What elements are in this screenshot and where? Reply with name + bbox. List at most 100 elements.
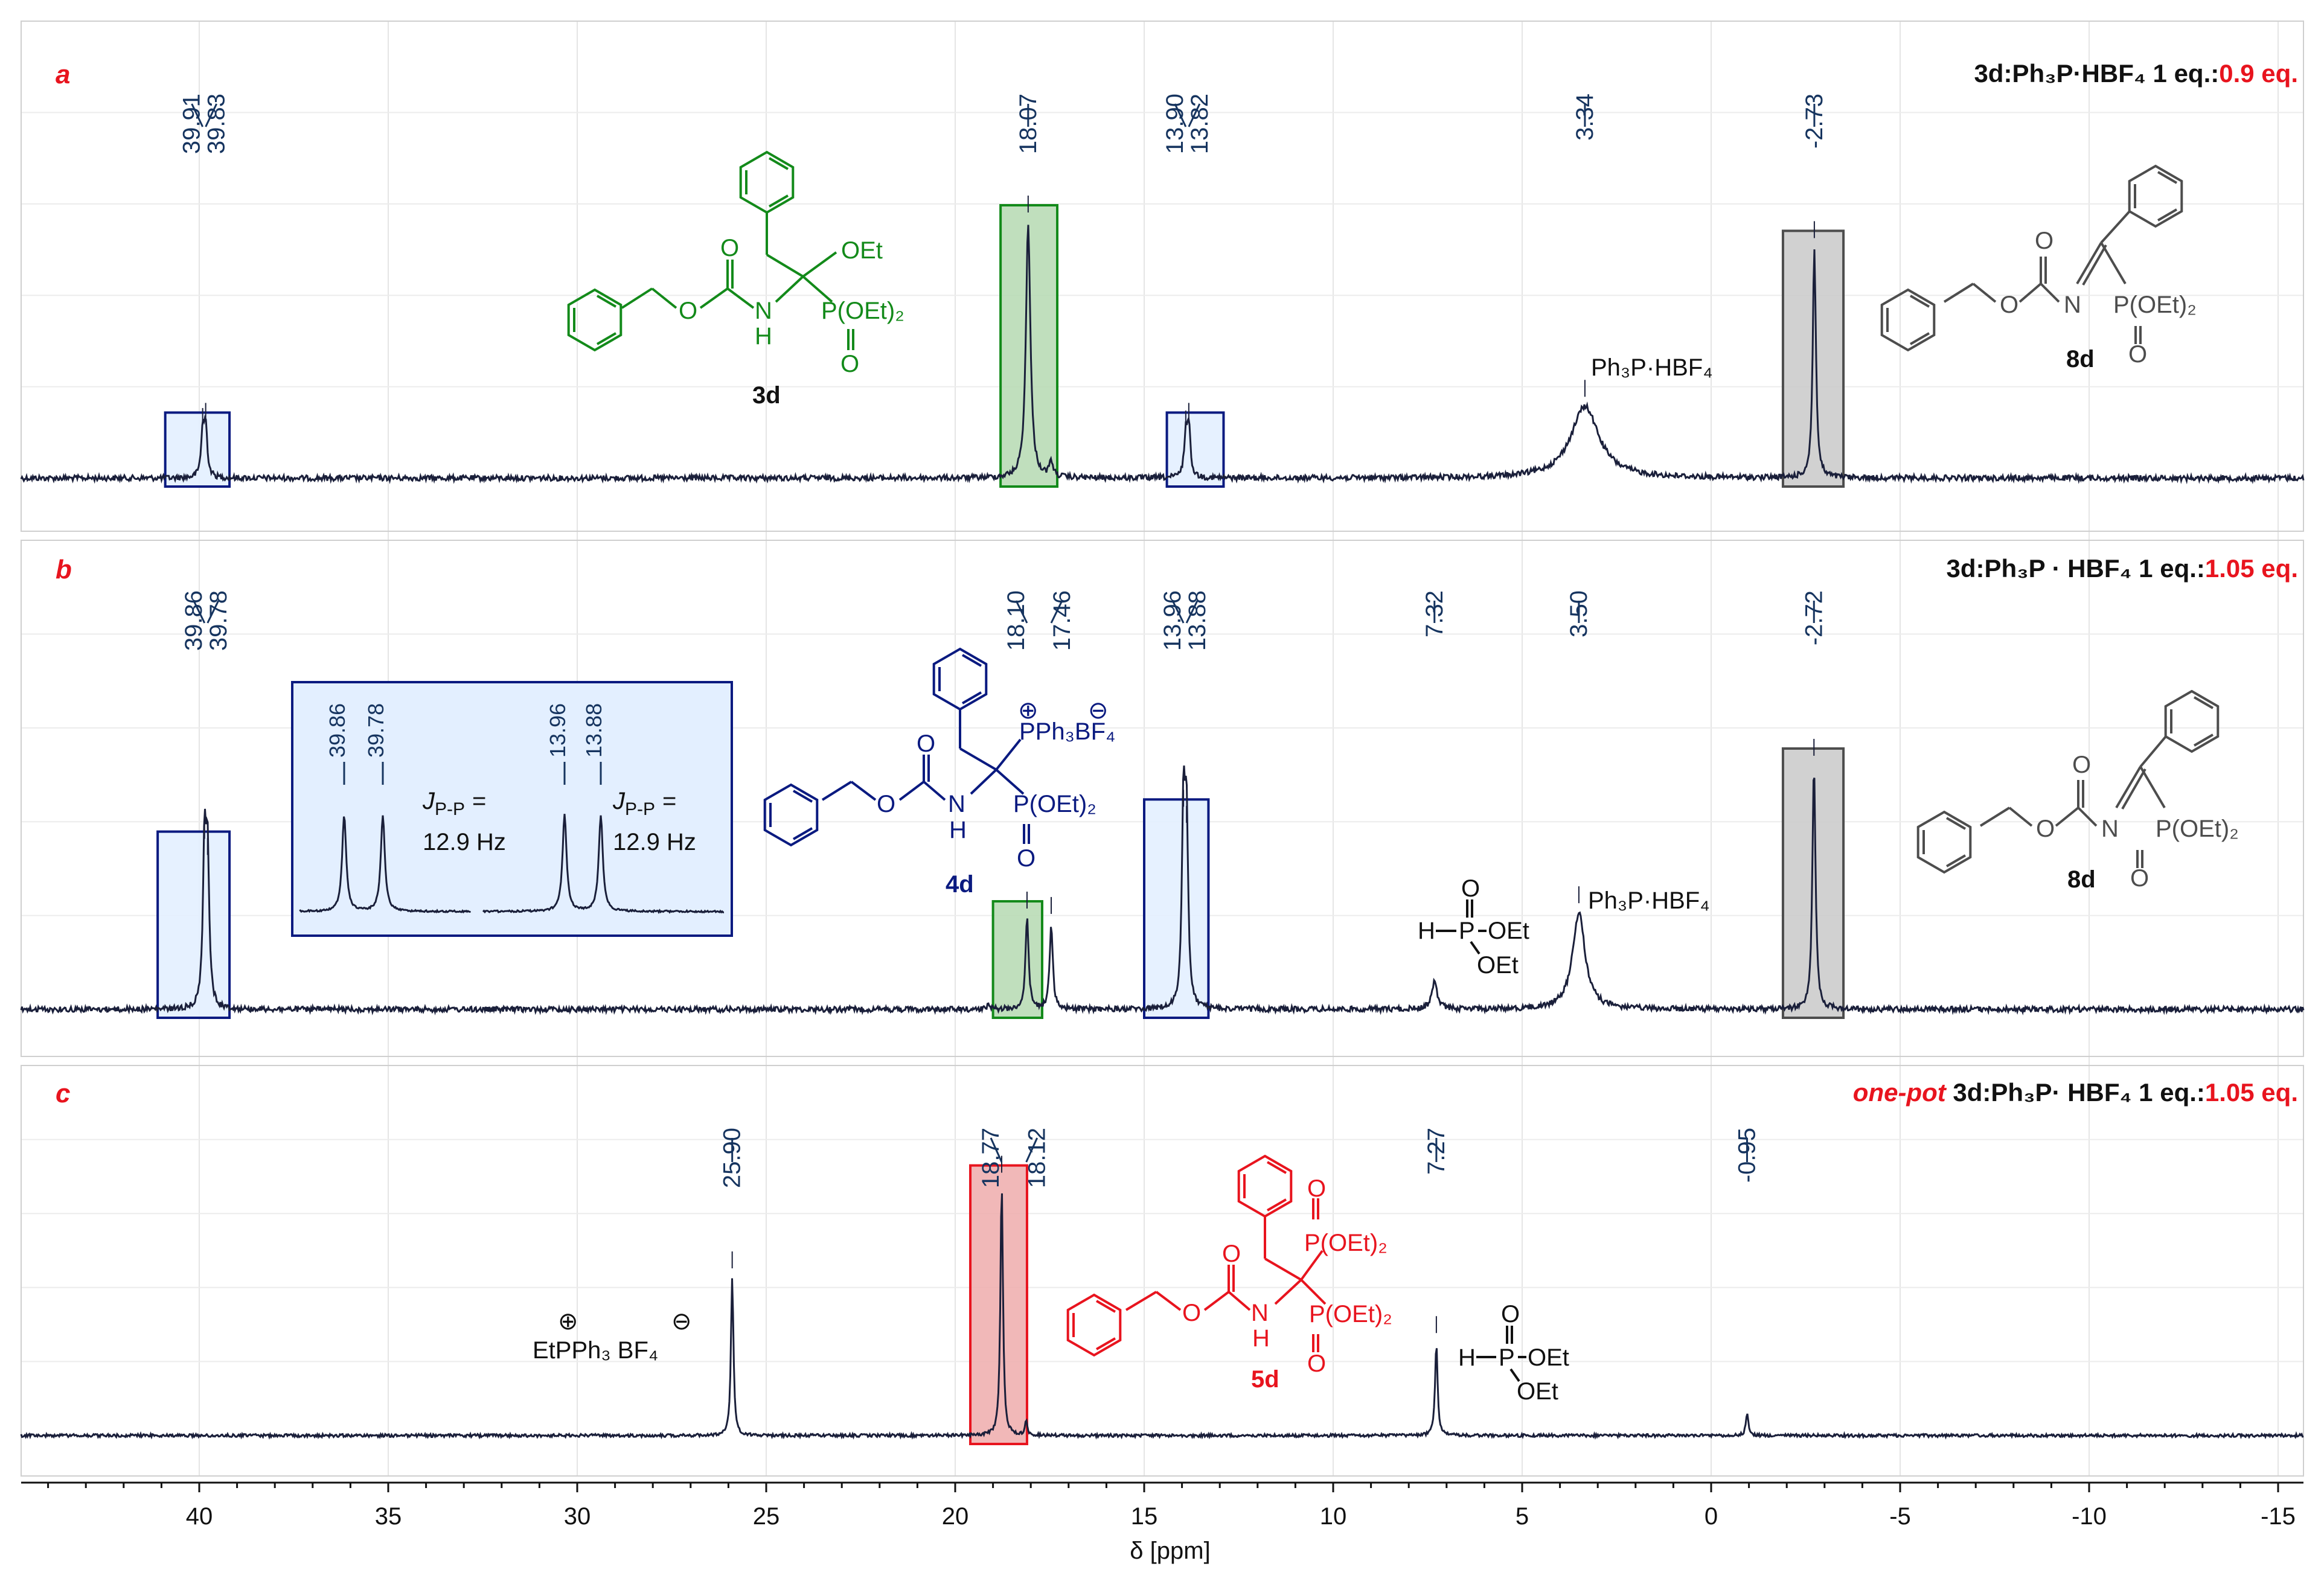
coupling-2-symbol: J (612, 788, 626, 814)
highlight-box-b-1 (991, 900, 1043, 1020)
4d-phosphonate: P(OEt)₂ (1013, 791, 1096, 817)
peak-label-line-b-1 (206, 600, 220, 624)
highlight-box-c-0 (969, 1164, 1028, 1445)
3d-phosphonate: P(OEt)₂ (821, 298, 904, 324)
peak-label-line-a-3 (1174, 103, 1187, 127)
benzene-ring (932, 648, 988, 711)
inset-label-2: 39.78 (363, 703, 388, 758)
panel-a-condition: 3d:Ph₃P·HBF₄ 1 eq.:0.9 eq. (1974, 59, 2298, 88)
peak-label-line-b-2 (1015, 600, 1028, 624)
8d-b-label: 8d (2067, 866, 2096, 893)
panel-c-condition-main: 3d:Ph₃P· HBF₄ 1 eq.: (1953, 1078, 2204, 1107)
3d-amide-n: N (755, 298, 772, 324)
benzyl-ring (1880, 289, 1936, 351)
phosphite-c-o: O (1501, 1301, 1520, 1327)
coupling-2-j: JP-P = (612, 788, 676, 819)
inset-trace (299, 814, 725, 915)
phosphite-b-h: H (1418, 918, 1435, 944)
benzyl-ring (763, 784, 819, 846)
8d-a-carbonyl-o: O (2035, 228, 2054, 254)
coupling-2-subscript: P-P (625, 799, 655, 819)
structure-5d: P(OEt)₂ O P(OEt)₂ O O O N H 5d (1066, 1155, 1392, 1393)
coupling-1-subscript: P-P (435, 799, 465, 819)
inset-peak-labels: 39.86 39.78 13.96 13.88 (325, 703, 606, 785)
structure-3d: OEt P(OEt)₂ O O O N H 3d (567, 151, 904, 409)
x-axis-label: δ [ppm] (1130, 1538, 1210, 1564)
8d-b-carbonyl-o: O (2072, 752, 2091, 778)
salt-c-label: EtPPh₃ BF₄ (533, 1337, 658, 1364)
spectrum-trace-b (20, 765, 2305, 1016)
peak-label-line-b-4 (1171, 600, 1185, 624)
x-tick-label-3: 25 (753, 1503, 780, 1530)
phosphite-b-oet1: OEt (1488, 918, 1529, 944)
5d-phosphoryl-o-bottom: O (1307, 1350, 1326, 1377)
inset-label-1: 39.86 (325, 703, 350, 758)
coupling-1-eq: = (472, 788, 486, 814)
spectrum-trace-c (20, 1193, 2304, 1440)
3d-ester-o: O (679, 298, 697, 324)
phosphite-b-p: P (1459, 918, 1475, 944)
3d-label: 3d (752, 382, 781, 409)
phosphite-b: H P O OEt OEt (1418, 875, 1529, 979)
panel-b-condition: 3d:Ph₃P · HBF₄ 1 eq.:1.05 eq. (1947, 554, 2298, 583)
inset-label-4: 13.88 (581, 703, 606, 758)
5d-amide-n: N (1251, 1300, 1269, 1326)
x-tick-label-10: -10 (2072, 1503, 2107, 1530)
peak-label-line-b-0 (193, 600, 206, 624)
benzyl-ring (1066, 1294, 1122, 1356)
panel-c-condition-eq: 1.05 eq. (2205, 1078, 2298, 1107)
peak-label-line-a-1 (205, 103, 217, 127)
panel-a-condition-eq: 0.9 eq. (2219, 59, 2298, 88)
structure-4d: PPh₃BF₄ P(OEt)₂ O O O N H ⊕ ⊖ 4d (763, 648, 1115, 898)
8d-a-phosphonate: P(OEt)₂ (2113, 292, 2197, 318)
3d-amide-h: H (755, 323, 772, 350)
x-tick-label-8: 0 (1705, 1503, 1718, 1530)
panel-c-condition-prefix: one-pot (1853, 1078, 1947, 1107)
salt-c-negative: ⊖ (671, 1308, 692, 1335)
inset-coupling-2: JP-P = 12.9 Hz (612, 788, 696, 855)
5d-phosphoryl-o-top: O (1307, 1175, 1326, 1202)
highlight-box-b-2 (1143, 798, 1210, 1019)
8d-a-label: 8d (2066, 346, 2095, 372)
phosphite-c: H P O OEt OEt (1458, 1301, 1569, 1405)
salt-c-positive: ⊕ (558, 1308, 578, 1335)
8d-b-phosphoryl-o: O (2130, 865, 2149, 892)
x-tick-label-4: 20 (942, 1503, 969, 1530)
phosphite-b-oet2: OEt (1477, 952, 1519, 979)
8d-a-phosphoryl-o: O (2128, 341, 2147, 368)
peak-label-line-b-5 (1185, 600, 1199, 624)
4d-amide-n: N (948, 791, 965, 817)
5d-ester-o: O (1182, 1300, 1201, 1326)
peak-label-line-b-3 (1050, 600, 1063, 624)
panel-letter-a: a (56, 60, 70, 89)
8d-b-ester-o: O (2036, 816, 2055, 842)
4d-label: 4d (946, 871, 974, 898)
phosphonium-salt-c: ⊕ ⊖ EtPPh₃ BF₄ (533, 1308, 692, 1364)
panel-letter-c: c (56, 1079, 70, 1108)
4d-ester-o: O (877, 791, 895, 817)
x-tick-label-1: 35 (375, 1503, 402, 1530)
panel-frame-a (21, 21, 2304, 532)
panel-frames (21, 21, 2304, 1477)
benzyl-ring (567, 289, 623, 351)
coupling-inset: 39.86 39.78 13.96 13.88 JP-P = 12.9 Hz JP… (291, 681, 733, 937)
inset-label-3: 13.96 (545, 703, 570, 758)
phosphite-c-h: H (1458, 1344, 1476, 1371)
spectrum-traces (20, 225, 2305, 1440)
5d-label: 5d (1251, 1366, 1279, 1393)
salt-label-a: Ph₃P·HBF₄ (1591, 354, 1713, 381)
benzene-ring (1237, 1155, 1293, 1218)
peak-label-line-c-1 (990, 1137, 1003, 1163)
peak-label-line-a-4 (1188, 103, 1201, 127)
panel-letter-b: b (56, 555, 72, 584)
inset-coupling-1: JP-P = 12.9 Hz (422, 788, 506, 855)
coupling-1-j: JP-P = (422, 788, 486, 819)
benzyl-ring (1916, 811, 1972, 874)
panel-b-condition-eq: 1.05 eq. (2205, 554, 2298, 583)
4d-negative-charge: ⊖ (1088, 697, 1109, 724)
x-tick-label-7: 5 (1516, 1503, 1529, 1530)
benzene-ring (2128, 165, 2183, 228)
8d-a-imine-n: N (2064, 292, 2081, 318)
